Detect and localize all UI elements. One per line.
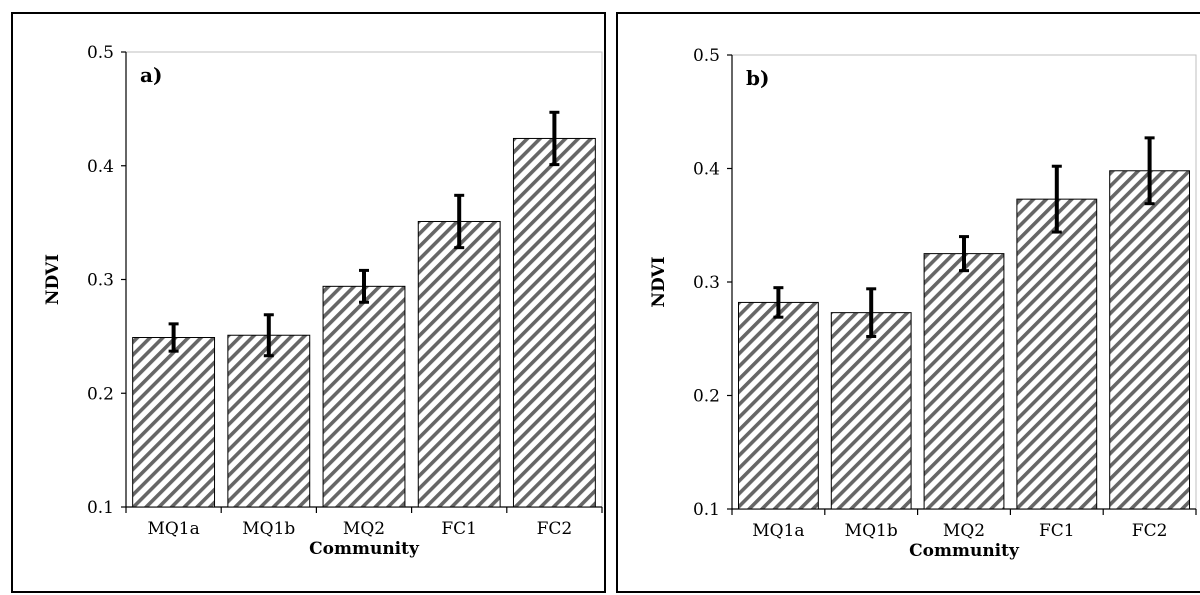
error-bar-mq1a <box>773 286 784 319</box>
y-tick-label: 0.2 <box>693 387 720 407</box>
x-tick-label: MQ1b <box>242 519 295 539</box>
error-bar-mq1b <box>866 287 877 338</box>
chart-a-svg: 0.1 0.2 0.3 0.4 0.5 MQ1a MQ1b MQ2 FC1 FC2 a) Commun… <box>43 43 603 559</box>
x-tick-label: MQ1a <box>147 519 199 539</box>
panel-label: b) <box>746 66 769 90</box>
y-axis-title: NDVI <box>649 256 669 307</box>
bar-mq1a <box>132 337 216 508</box>
x-axis-title: Community <box>309 539 420 559</box>
bar-mq1b <box>830 312 912 510</box>
bar-mq2 <box>322 285 406 508</box>
bar-fc1 <box>417 220 501 508</box>
x-tick-label: FC2 <box>537 519 573 539</box>
error-bar-fc1 <box>454 193 465 250</box>
bar-fc2 <box>1109 170 1191 510</box>
error-bar-mq2 <box>959 235 969 273</box>
chart-b-svg: 0.1 0.2 0.3 0.4 0.5 MQ1a MQ1b MQ2 FC1 FC2 b) Commun… <box>649 46 1197 561</box>
error-bar-fc2 <box>549 110 560 167</box>
y-tick-label: 0.4 <box>87 157 114 177</box>
y-tick-label: 0.5 <box>87 43 114 63</box>
y-axis-title: NDVI <box>43 254 63 305</box>
x-tick-label: MQ2 <box>943 521 985 541</box>
x-tick-label: MQ1b <box>845 521 898 541</box>
error-bar-fc1 <box>1051 164 1062 234</box>
bar-mq1b <box>227 334 311 508</box>
x-tick-label: FC1 <box>441 519 477 539</box>
bar-mq2 <box>923 253 1005 510</box>
y-tick-label: 0.3 <box>693 273 720 293</box>
error-bar-mq1a <box>168 322 179 353</box>
x-axis-title: Community <box>909 541 1020 561</box>
x-tick-label: MQ2 <box>343 519 385 539</box>
bar-fc1 <box>1016 198 1098 510</box>
panel-label: a) <box>140 63 162 87</box>
x-tick-label: FC1 <box>1039 521 1075 541</box>
chart-panel-a: 0.1 0.2 0.3 0.4 0.5 MQ1a MQ1b MQ2 FC1 FC2 a) Commun… <box>11 12 606 593</box>
bar-mq1a <box>737 301 819 510</box>
y-tick-label: 0.3 <box>87 271 114 291</box>
bar-fc2 <box>512 137 596 508</box>
y-tick-label: 0.1 <box>693 500 720 520</box>
x-tick-label: FC2 <box>1132 521 1168 541</box>
y-tick-label: 0.1 <box>87 498 114 518</box>
y-tick-label: 0.2 <box>87 384 114 404</box>
error-bar-fc2 <box>1144 136 1155 206</box>
error-bar-mq2 <box>359 268 369 304</box>
y-tick-label: 0.4 <box>693 160 720 180</box>
y-tick-label: 0.5 <box>693 46 720 66</box>
x-tick-label: MQ1a <box>752 521 804 541</box>
error-bar-mq1b <box>263 313 274 358</box>
chart-panel-b: 0.1 0.2 0.3 0.4 0.5 MQ1a MQ1b MQ2 FC1 FC2 b) Commun… <box>616 12 1200 593</box>
